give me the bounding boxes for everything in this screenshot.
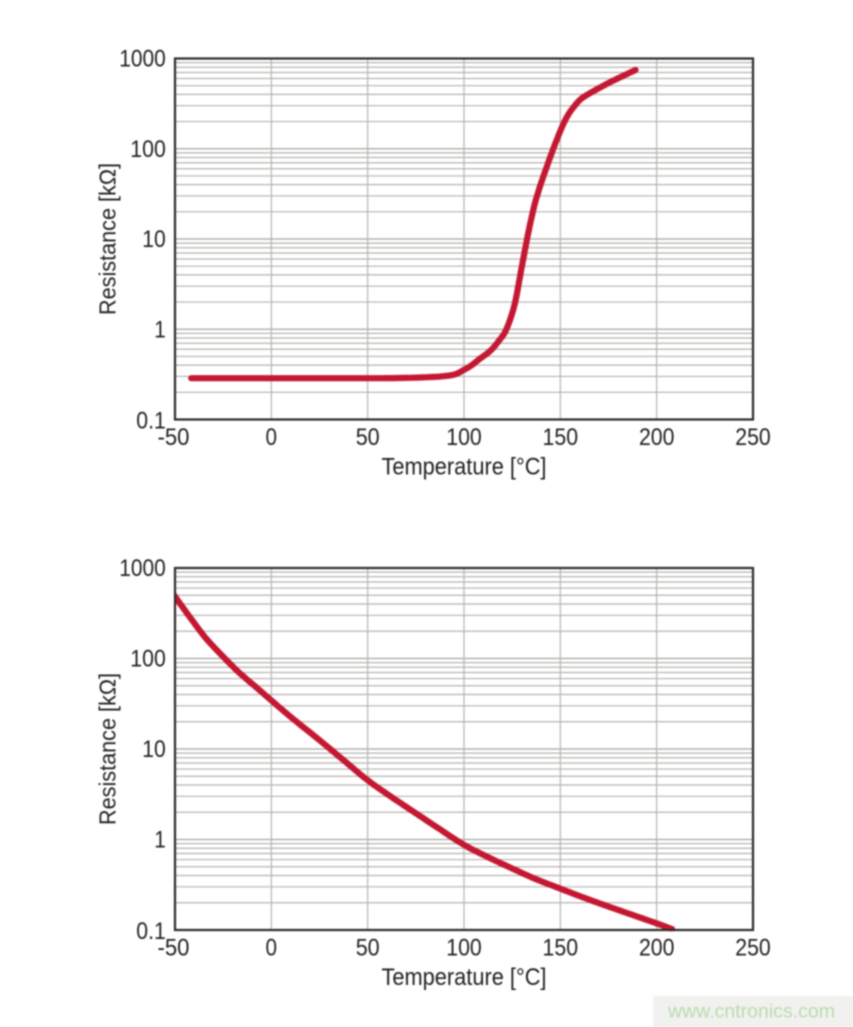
svg-text:1000: 1000	[119, 555, 166, 582]
svg-text:150: 150	[543, 424, 579, 451]
svg-text:1: 1	[154, 827, 166, 854]
svg-text:150: 150	[543, 935, 579, 962]
svg-text:0.1: 0.1	[136, 918, 166, 945]
svg-text:-50: -50	[158, 935, 190, 962]
svg-text:100: 100	[446, 935, 482, 962]
svg-text:0.1: 0.1	[136, 408, 166, 435]
svg-text:-50: -50	[158, 424, 190, 451]
svg-text:10: 10	[142, 226, 166, 253]
svg-text:250: 250	[735, 424, 771, 451]
svg-text:Resistance [kΩ]: Resistance [kΩ]	[95, 673, 121, 825]
svg-text:50: 50	[356, 424, 380, 451]
svg-text:Resistance [kΩ]: Resistance [kΩ]	[95, 163, 121, 315]
svg-text:1: 1	[154, 316, 166, 343]
svg-text:200: 200	[639, 935, 675, 962]
svg-text:1000: 1000	[119, 46, 166, 73]
svg-text:Temperature [°C]: Temperature [°C]	[382, 964, 547, 991]
svg-text:100: 100	[130, 646, 166, 673]
svg-text:200: 200	[639, 424, 675, 451]
svg-text:250: 250	[735, 935, 771, 962]
svg-text:0: 0	[266, 424, 278, 451]
svg-text:Temperature [°C]: Temperature [°C]	[382, 454, 547, 481]
svg-text:50: 50	[356, 935, 380, 962]
svg-text:0: 0	[266, 935, 278, 962]
svg-text:10: 10	[142, 736, 166, 763]
svg-text:100: 100	[130, 136, 166, 163]
svg-text:www.cntronics.com: www.cntronics.com	[667, 1002, 835, 1023]
svg-text:100: 100	[446, 424, 482, 451]
